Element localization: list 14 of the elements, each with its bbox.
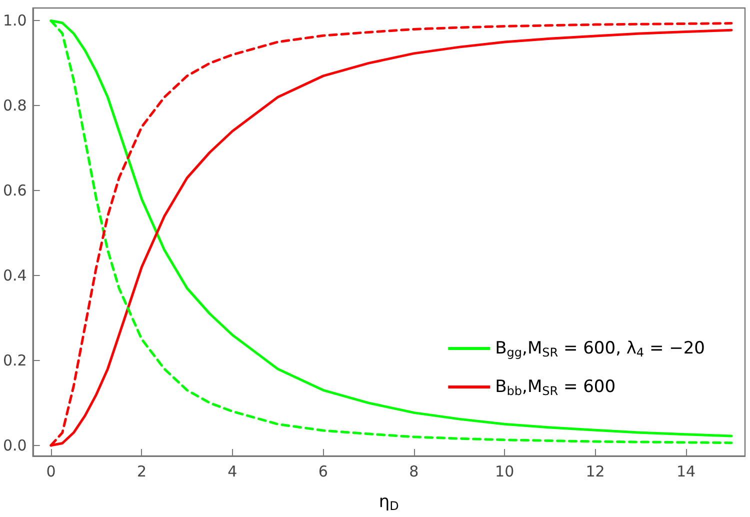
x-tick-label: 14	[676, 462, 696, 480]
x-tick-label: 0	[46, 462, 56, 480]
x-tick-label: 8	[409, 462, 419, 480]
y-tick-label: 0.8	[2, 96, 27, 115]
y-tick-label: 0.0	[2, 436, 27, 454]
x-tick-label: 12	[586, 462, 605, 480]
x-tick-label: 10	[495, 462, 514, 480]
y-tick-label: 1.0	[2, 12, 27, 30]
x-tick-label: 4	[228, 462, 238, 480]
x-tick-label: 2	[136, 462, 146, 480]
x-tick-label: 6	[318, 462, 328, 480]
y-tick-label: 0.6	[2, 182, 27, 200]
y-tick-label: 0.4	[2, 266, 27, 285]
y-tick-label: 0.2	[2, 351, 27, 370]
